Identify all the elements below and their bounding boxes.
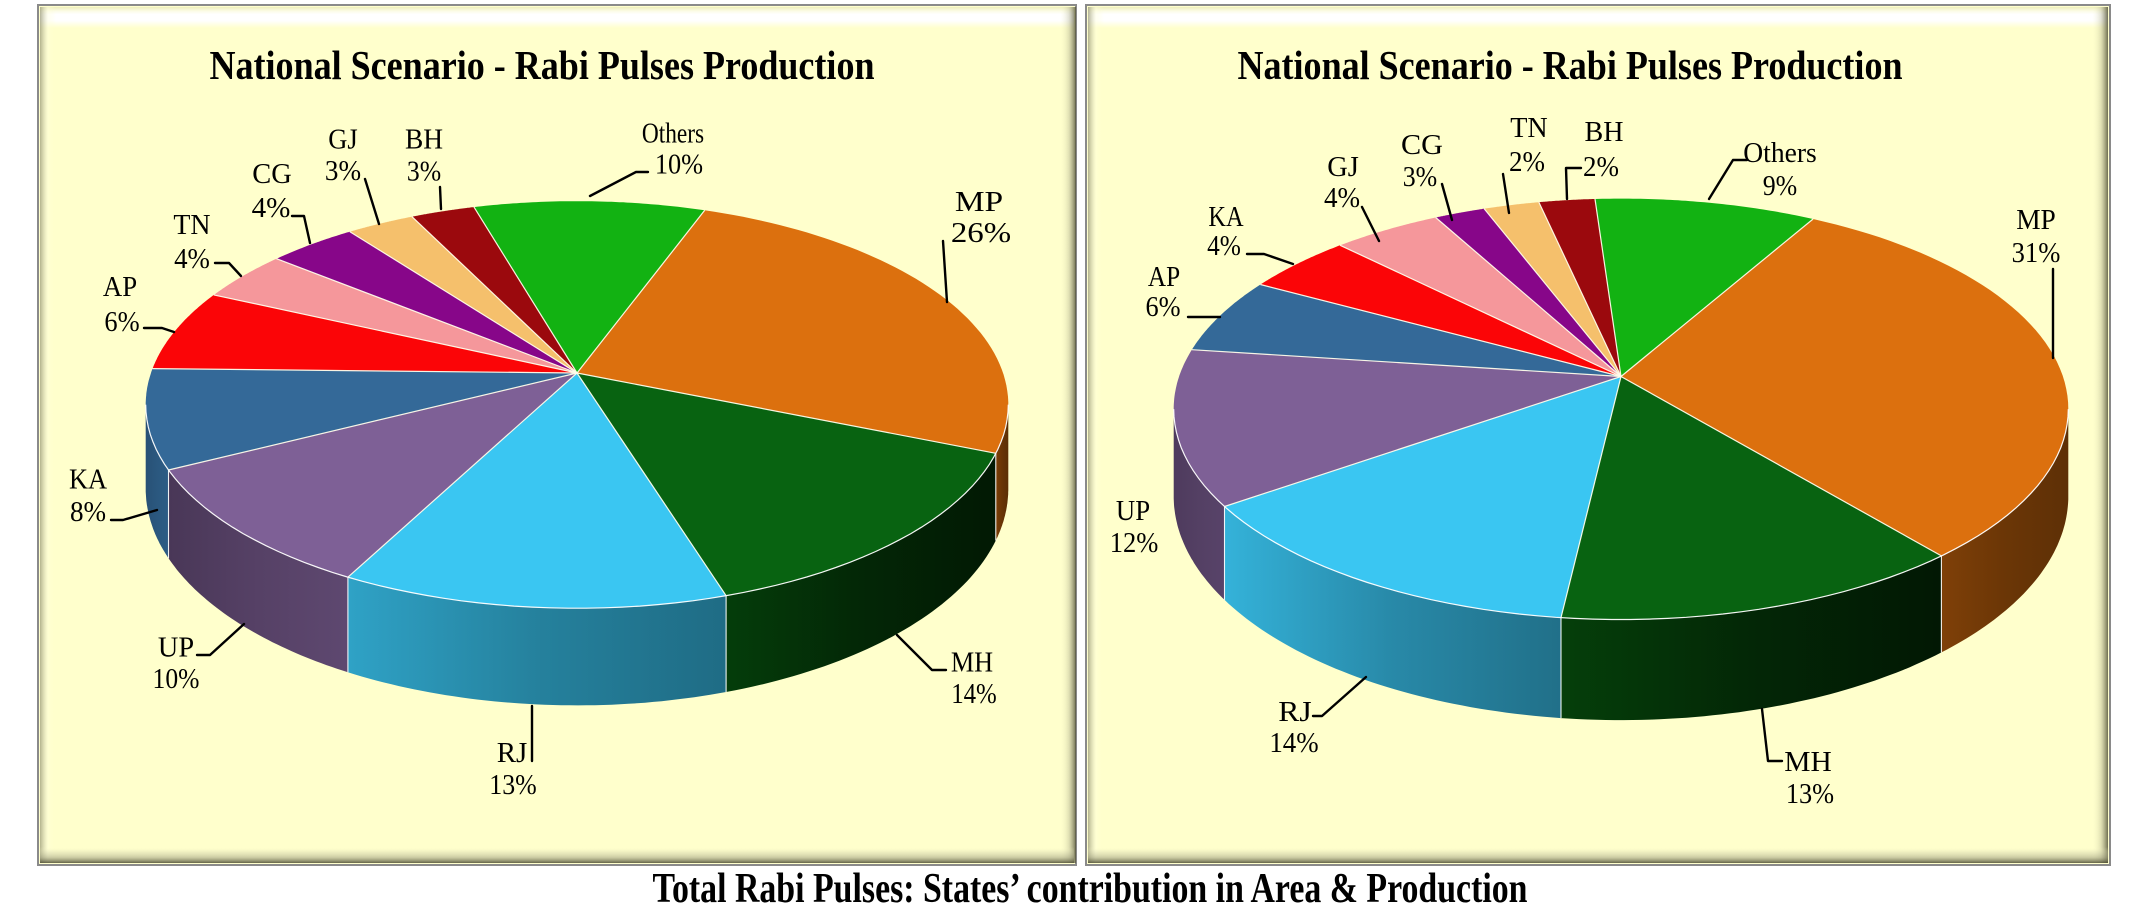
svg-text:10%: 10%: [153, 663, 200, 695]
svg-text:9%: 9%: [1763, 170, 1798, 202]
svg-text:Others: Others: [642, 118, 704, 150]
svg-text:4%: 4%: [174, 243, 210, 275]
svg-text:GJ: GJ: [1327, 151, 1359, 183]
svg-text:6%: 6%: [1145, 291, 1180, 323]
svg-text:3%: 3%: [407, 156, 441, 188]
svg-text:CG: CG: [1401, 129, 1443, 161]
svg-text:KA: KA: [69, 464, 107, 496]
svg-text:13%: 13%: [489, 769, 537, 801]
svg-text:UP: UP: [1116, 495, 1150, 527]
svg-text:4%: 4%: [1324, 182, 1360, 214]
svg-text:National Scenario - Rabi Pulse: National Scenario - Rabi Pulses Producti…: [1238, 42, 1903, 88]
svg-text:TN: TN: [173, 209, 210, 241]
svg-text:MH: MH: [951, 647, 993, 679]
svg-text:KA: KA: [1208, 201, 1243, 233]
svg-text:MH: MH: [1784, 746, 1832, 778]
svg-text:3%: 3%: [325, 155, 361, 187]
svg-text:6%: 6%: [104, 306, 139, 338]
svg-text:BH: BH: [405, 124, 443, 156]
svg-text:Others: Others: [1743, 137, 1817, 169]
svg-text:UP: UP: [158, 632, 194, 664]
svg-text:31%: 31%: [2012, 237, 2061, 269]
svg-text:MP: MP: [955, 186, 1003, 218]
svg-text:4%: 4%: [1207, 230, 1241, 262]
svg-text:13%: 13%: [1786, 778, 1834, 810]
svg-text:4%: 4%: [252, 192, 291, 224]
svg-text:GJ: GJ: [328, 124, 357, 156]
svg-text:AP: AP: [103, 271, 137, 303]
svg-text:2%: 2%: [1509, 146, 1545, 178]
svg-text:3%: 3%: [1403, 161, 1438, 193]
svg-text:2%: 2%: [1583, 151, 1619, 183]
svg-text:RJ: RJ: [1278, 696, 1311, 728]
svg-text:BH: BH: [1585, 116, 1624, 148]
svg-text:National Scenario - Rabi Pulse: National Scenario - Rabi Pulses Producti…: [210, 42, 875, 88]
svg-text:12%: 12%: [1110, 527, 1159, 559]
svg-text:14%: 14%: [951, 678, 997, 710]
svg-text:MP: MP: [2016, 204, 2056, 236]
svg-text:8%: 8%: [70, 496, 106, 528]
svg-text:RJ: RJ: [497, 737, 528, 769]
svg-text:AP: AP: [1148, 261, 1180, 293]
svg-text:14%: 14%: [1269, 727, 1318, 759]
svg-text:Total Rabi Pulses: States’ con: Total Rabi Pulses: States’ contribution …: [653, 866, 1528, 912]
svg-text:10%: 10%: [655, 149, 703, 181]
svg-text:26%: 26%: [951, 217, 1011, 249]
svg-text:CG: CG: [252, 158, 292, 190]
svg-text:TN: TN: [1510, 112, 1548, 144]
